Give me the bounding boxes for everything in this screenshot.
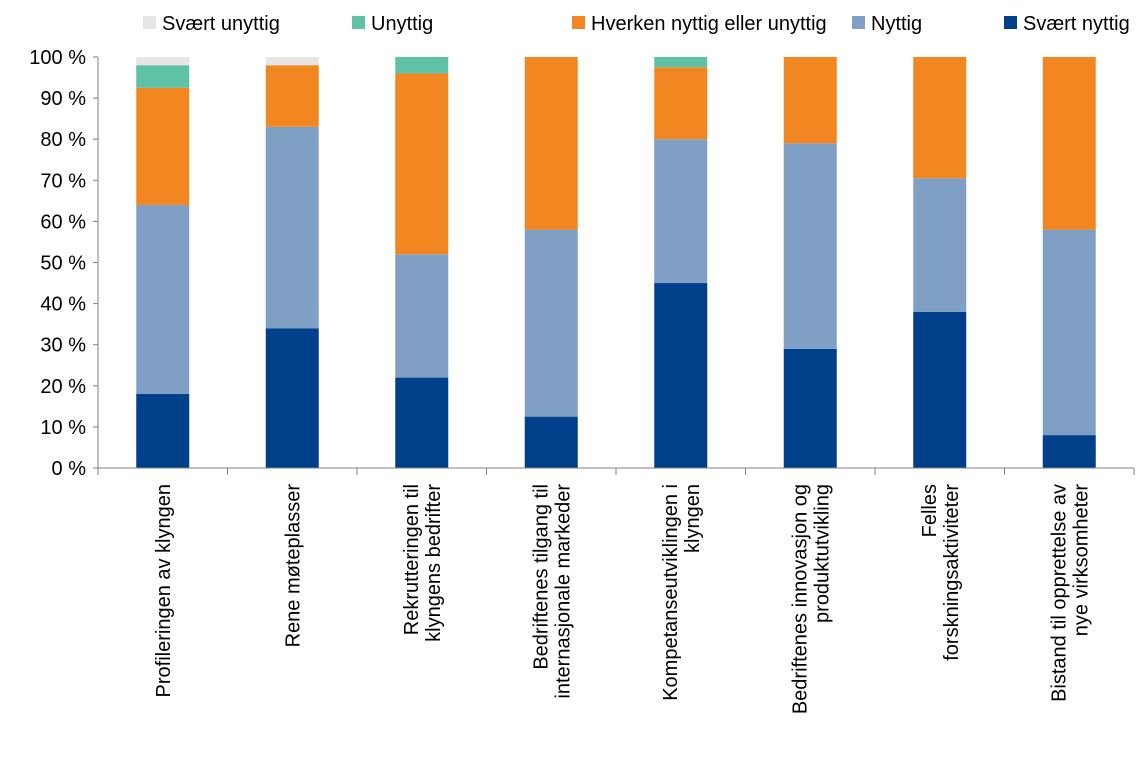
legend-swatch (852, 16, 865, 29)
x-tick-label: Kompetanseutviklingen i (660, 484, 682, 701)
x-tick-label: Bistand til opprettelse av (1048, 484, 1070, 702)
chart-legend: Svært unyttig Unyttig Hverken nyttig eller… (143, 13, 1130, 35)
bar-segment-unyttig (136, 65, 190, 88)
bar-segment-hverken-nyttig-eller-unyttig (524, 57, 578, 230)
legend-label: Svært nyttig (1023, 13, 1130, 35)
legend-swatch (352, 16, 365, 29)
legend-item-svaert-unyttig: Svært unyttig (143, 13, 280, 35)
bar-segment-nyttig (524, 229, 578, 417)
bar-segment-svaert-nyttig (913, 311, 967, 468)
legend-label: Unyttig (371, 13, 433, 35)
bar-segment-unyttig (395, 57, 449, 74)
legend-item-nyttig: Nyttig (852, 13, 922, 35)
legend-label: Svært unyttig (162, 13, 280, 35)
bar-segment-nyttig (395, 254, 449, 378)
x-tick-label: Rene møteplasser (282, 484, 304, 648)
x-tick-label: klyngen (682, 484, 704, 553)
bar-segment-hverken-nyttig-eller-unyttig (265, 65, 319, 127)
bar-segment-hverken-nyttig-eller-unyttig (654, 67, 708, 140)
bar-segment-svaert-nyttig (783, 348, 837, 468)
x-tick-label: Felles (919, 484, 941, 537)
y-tick-label: 10 % (40, 417, 86, 439)
bar-segment-nyttig (913, 178, 967, 312)
legend-label: Hverken nyttig eller unyttig (591, 13, 827, 35)
y-axis: 0 % 10 % 20 % 30 % 40 % 50 % 60 % 70 % 80 % 90 % 1… (29, 47, 99, 480)
bar-segment-nyttig (1042, 229, 1096, 436)
bar-segment-unyttig (654, 57, 708, 68)
bar-segment-svaert-nyttig (524, 416, 578, 468)
x-tick-label: internasjonale markeder (552, 484, 574, 699)
y-tick-label: 100 % (29, 47, 86, 69)
bar-segment-svaert-unyttig (265, 57, 319, 66)
y-tick-label: 90 % (40, 88, 86, 110)
y-tick-label: 50 % (40, 253, 86, 275)
y-tick-label: 80 % (40, 129, 86, 151)
x-tick-label: Bedriftenes tilgang til (530, 484, 552, 670)
y-tick-label: 30 % (40, 335, 86, 357)
y-tick-label: 20 % (40, 376, 86, 398)
x-tick-label: produktutvikling (811, 484, 833, 623)
bar-segment-nyttig (783, 143, 837, 349)
y-tick-label: 70 % (40, 170, 86, 192)
x-axis: Profileringen av klyngen Rene møteplasser… (97, 467, 1135, 714)
legend-item-svaert-nyttig: Svært nyttig (1004, 13, 1130, 35)
bar-segment-hverken-nyttig-eller-unyttig (395, 73, 449, 255)
bars (136, 57, 1096, 468)
x-tick-label: nye virksomheter (1070, 484, 1092, 637)
bar-segment-svaert-nyttig (1042, 435, 1096, 468)
bar-segment-svaert-nyttig (265, 328, 319, 468)
x-tick-label: Bedriftenes innovasjon og (789, 484, 811, 714)
legend-label: Nyttig (871, 13, 922, 35)
bar-segment-svaert-nyttig (395, 377, 449, 468)
y-tick-label: 60 % (40, 211, 86, 233)
bar-segment-nyttig (654, 139, 708, 284)
x-tick-label: klyngens bedrifter (423, 484, 445, 642)
bar-segment-hverken-nyttig-eller-unyttig (913, 57, 967, 179)
legend-item-hverken-nyttig-eller-unyttig: Hverken nyttig eller unyttig (572, 13, 827, 35)
legend-swatch (143, 16, 156, 29)
bar-segment-hverken-nyttig-eller-unyttig (783, 57, 837, 144)
x-tick-label: forskningsaktiviteter (941, 484, 963, 661)
bar-segment-svaert-nyttig (654, 283, 708, 468)
bar-segment-nyttig (136, 204, 190, 395)
y-tick-label: 40 % (40, 294, 86, 316)
bar-segment-svaert-unyttig (136, 57, 190, 66)
legend-swatch (1004, 16, 1017, 29)
legend-swatch (572, 16, 585, 29)
x-tick-label: Profileringen av klyngen (153, 484, 175, 697)
y-tick-label: 0 % (52, 458, 87, 480)
legend-item-unyttig: Unyttig (352, 13, 433, 35)
bar-segment-nyttig (265, 126, 319, 329)
bar-segment-hverken-nyttig-eller-unyttig (136, 87, 190, 205)
x-tick-label: Rekrutteringen til (401, 484, 423, 635)
bar-segment-hverken-nyttig-eller-unyttig (1042, 57, 1096, 230)
bar-segment-svaert-nyttig (136, 394, 190, 468)
